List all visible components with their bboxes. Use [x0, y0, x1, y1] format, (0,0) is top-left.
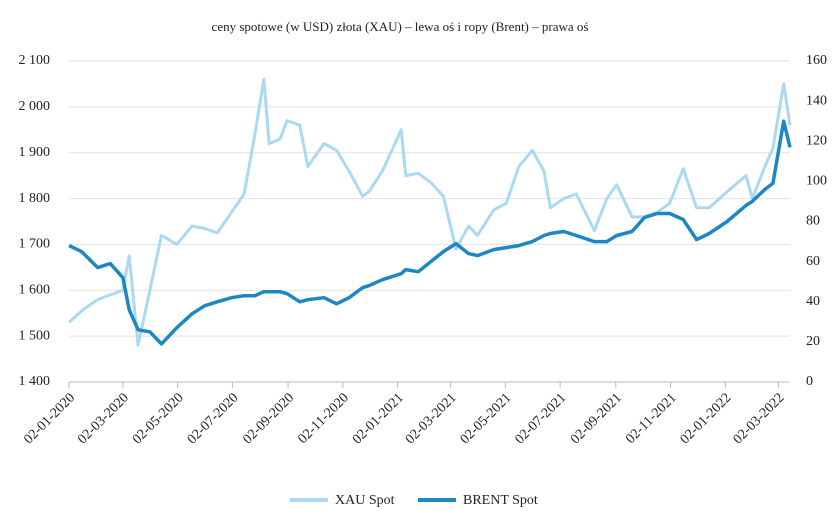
x-tick-label: 02-03-2020 — [75, 390, 132, 447]
x-tick-label: 02-05-2021 — [458, 390, 515, 447]
x-tick-label: 02-05-2020 — [130, 390, 187, 447]
legend-label: BRENT Spot — [463, 493, 538, 508]
y2-tick-label: 0 — [806, 374, 813, 389]
x-tick-label: 02-01-2020 — [21, 390, 78, 447]
x-tick-label: 02-01-2022 — [678, 390, 735, 447]
y2-tick-label: 160 — [806, 53, 827, 68]
y-tick-label: 1 900 — [19, 145, 51, 160]
x-tick-label: 02-09-2020 — [240, 390, 297, 447]
y-tick-label: 1 700 — [19, 237, 51, 252]
y-tick-label: 1 500 — [19, 328, 51, 343]
x-tick-label: 02-03-2022 — [731, 390, 788, 447]
x-tick-label: 02-07-2020 — [185, 390, 242, 447]
series-line — [68, 119, 792, 346]
y-tick-label: 2 000 — [19, 99, 51, 114]
x-tick-label: 02-11-2021 — [623, 390, 679, 446]
x-tick-label: 02-03-2021 — [403, 390, 460, 447]
legend-label: XAU Spot — [335, 493, 395, 508]
y-tick-label: 1 400 — [19, 374, 51, 389]
y2-tick-label: 80 — [806, 214, 820, 229]
y2-tick-label: 120 — [806, 133, 827, 148]
y-tick-label: 2 100 — [19, 53, 51, 68]
y2-tick-label: 60 — [806, 254, 820, 269]
series-line — [67, 77, 792, 347]
x-tick-label: 02-01-2021 — [350, 390, 407, 447]
x-tick-label: 02-09-2021 — [568, 390, 625, 447]
x-tick-label: 02-07-2021 — [512, 390, 569, 447]
y-tick-label: 1 800 — [19, 191, 51, 206]
y2-tick-label: 40 — [806, 294, 820, 309]
y2-tick-label: 100 — [806, 174, 827, 189]
chart-title: ceny spotowe (w USD) złota (XAU) – lewa … — [212, 19, 589, 34]
y-tick-label: 1 600 — [19, 283, 51, 298]
x-tick-label: 02-11-2020 — [296, 390, 352, 446]
y2-tick-label: 140 — [806, 93, 827, 108]
y2-tick-label: 20 — [806, 334, 820, 349]
